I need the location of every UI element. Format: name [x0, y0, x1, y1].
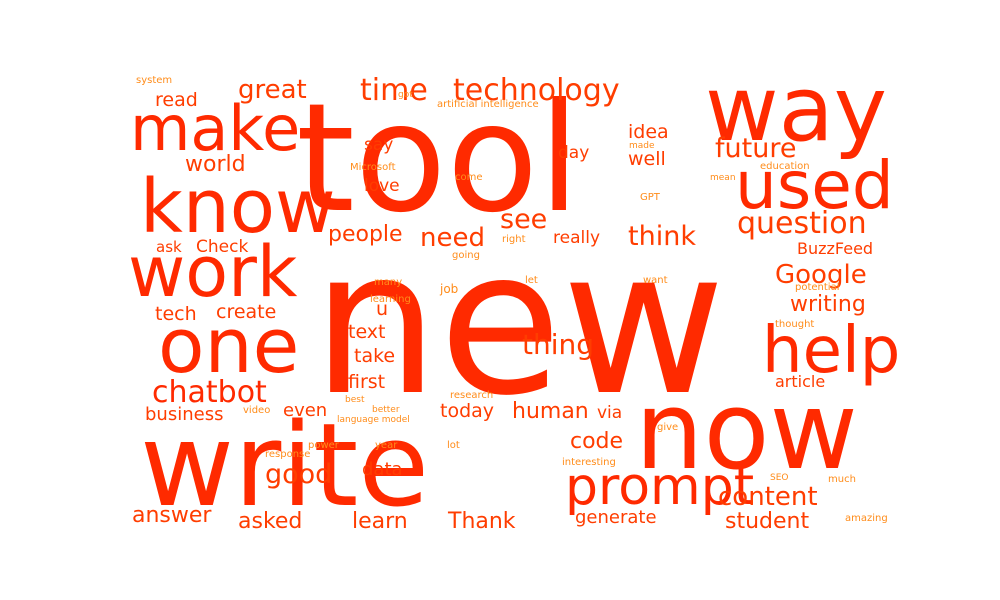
word-work: work — [128, 231, 298, 313]
word-education: education — [760, 161, 810, 172]
word-content: content — [718, 482, 818, 512]
word-love: love — [364, 176, 400, 196]
word-help: help — [762, 314, 900, 388]
word-system: system — [136, 75, 172, 86]
word-GPT: GPT — [640, 192, 661, 203]
word-today: today — [440, 400, 494, 422]
word-Microsoft: Microsoft — [350, 162, 396, 173]
word-asked: asked — [238, 509, 302, 534]
word-interesting: interesting — [562, 457, 616, 468]
word-way: way — [705, 57, 887, 162]
word-thought: thought — [775, 319, 814, 330]
word-power: power — [308, 440, 340, 451]
word-lot: lot — [447, 440, 460, 451]
word-going: going — [452, 250, 480, 261]
word-see: see — [500, 204, 547, 235]
word-language-model: language model — [337, 415, 410, 425]
word-really: really — [553, 228, 600, 248]
word-business: business — [145, 404, 223, 425]
word-right: right — [502, 234, 526, 245]
word-know: know — [140, 164, 336, 250]
word-come: come — [455, 172, 483, 183]
word-job: job — [439, 282, 458, 296]
word-prompt: prompt — [565, 457, 754, 517]
word-ask: ask — [156, 238, 182, 256]
word-let: let — [525, 275, 538, 286]
word-well: well — [628, 148, 666, 170]
word-time: time — [360, 73, 428, 108]
word-create: create — [216, 301, 276, 323]
word-best: best — [345, 395, 365, 405]
word-made: made — [629, 141, 655, 151]
word-amazing: amazing — [845, 513, 888, 524]
word-take: take — [354, 345, 395, 367]
word-text: text — [348, 321, 386, 343]
word-Check: Check — [196, 237, 248, 257]
word-answer: answer — [132, 503, 212, 528]
word-good: good — [265, 459, 332, 490]
word-write: write — [140, 399, 429, 533]
word-learning: learning — [370, 294, 411, 305]
word-world: world — [185, 152, 246, 177]
word-idea: idea — [628, 121, 669, 143]
word-people: people — [328, 222, 403, 247]
word-new: new — [312, 207, 725, 440]
word-article: article — [775, 372, 825, 391]
word-student: student — [725, 509, 809, 534]
word-first: first — [348, 371, 385, 393]
word-chatbot: chatbot — [152, 375, 267, 410]
word-response: response — [265, 449, 310, 460]
word-question: question — [737, 206, 867, 241]
word-data: data — [362, 459, 403, 480]
word-better: better — [372, 405, 400, 415]
word-technology: technology — [453, 73, 620, 108]
word-research: research — [450, 390, 493, 401]
word-read: read — [155, 89, 198, 111]
word-u: u — [376, 298, 388, 320]
word-even: even — [283, 400, 327, 421]
word-many: many — [374, 277, 402, 288]
word-code: code — [570, 429, 623, 454]
word-tech: tech — [155, 303, 197, 325]
word-generate: generate — [575, 507, 657, 528]
word-SEO: SEO — [770, 473, 788, 483]
word-human: human — [512, 399, 589, 424]
word-say: say — [364, 135, 393, 155]
word-BuzzFeed: BuzzFeed — [797, 239, 873, 258]
word-now: now — [635, 369, 858, 494]
word-great: great — [238, 75, 307, 105]
word-day: day — [558, 143, 589, 163]
word-one: one — [158, 301, 299, 390]
word-artificial-intelligence: artificial intelligence — [437, 99, 539, 110]
word-Google: Google — [775, 260, 867, 290]
word-future: future — [715, 133, 796, 164]
word-used: used — [735, 147, 894, 224]
word-learn: learn — [352, 509, 408, 534]
word-want: want — [643, 275, 668, 286]
word-give: give — [657, 422, 678, 433]
word-mean: mean — [710, 173, 736, 183]
word-via: via — [597, 403, 622, 423]
word-need: need — [420, 223, 485, 253]
word-Thank: Thank — [447, 509, 516, 534]
word-year: year — [375, 440, 398, 451]
word-got: got — [398, 90, 413, 100]
word-think: think — [628, 221, 696, 252]
word-tool: tool — [296, 72, 580, 246]
word-thing: thing — [522, 328, 594, 361]
word-video: video — [243, 405, 270, 416]
word-potential: potential — [795, 282, 839, 293]
word-much: much — [828, 474, 856, 485]
word-writing: writing — [790, 292, 866, 317]
word-make: make — [130, 92, 300, 165]
